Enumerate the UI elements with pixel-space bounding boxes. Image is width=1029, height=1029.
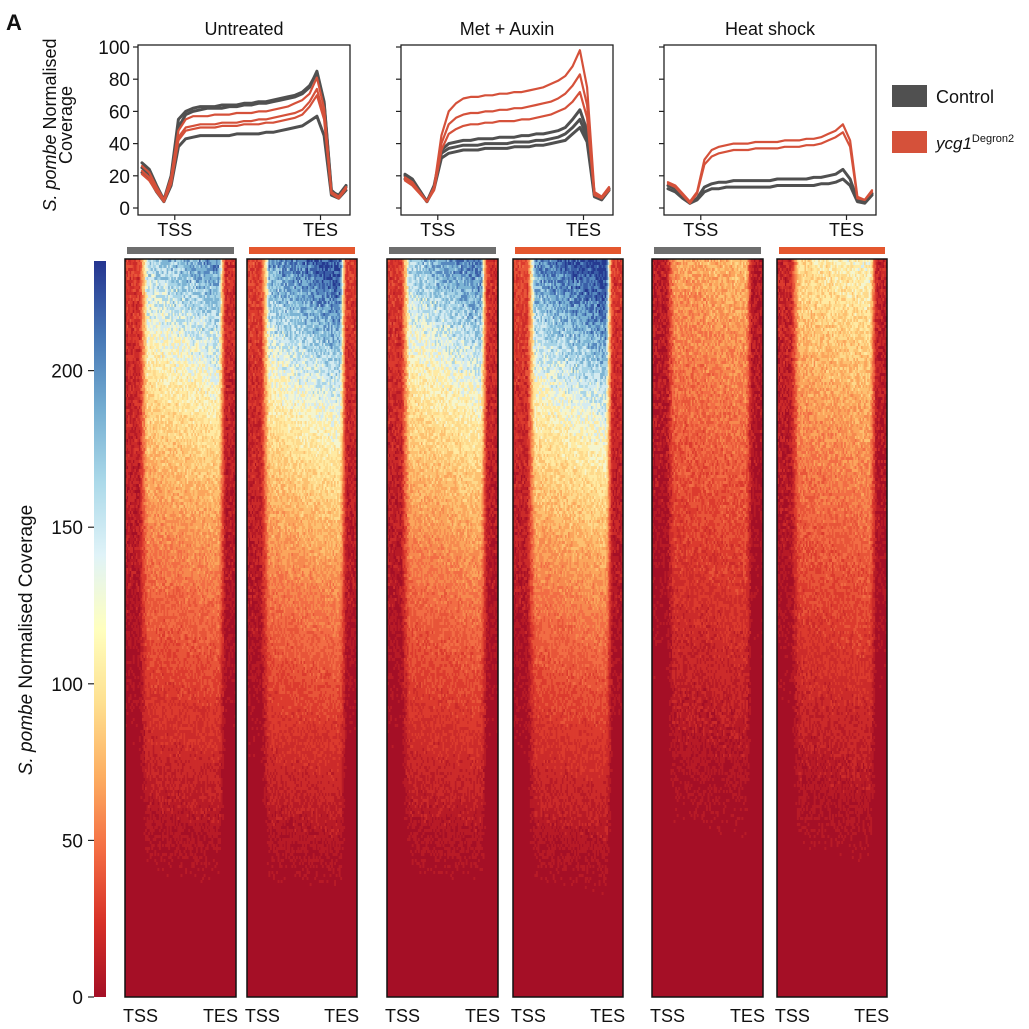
- colorbar-axis: 0 50 100 150 200: [51, 362, 94, 1009]
- legend: Control ycg1Degron2: [892, 85, 1014, 153]
- heatmaps: TSS TES TSS TES TSS TES TSS TES TSS TES TSS TES: [123, 247, 889, 1026]
- heatmap-ylabel-rest: Normalised Coverage: [16, 505, 37, 694]
- legend-label-control: Control: [936, 87, 994, 107]
- profile-plots: Untreated 0 20 40 60 80 100 TSS TES Met + Auxin TS…: [98, 19, 876, 240]
- profile-ytick-label: 80: [109, 70, 130, 91]
- colorbar-tick-label: 150: [51, 518, 83, 539]
- profile-line-treated: [405, 92, 609, 202]
- heatmap-ylabel: S. pombe Normalised Coverage: [16, 505, 37, 775]
- heatmap-ylabel-species: S. pombe: [16, 694, 37, 775]
- profile-xtick-label: TSS: [157, 220, 192, 240]
- legend-treated-superscript: Degron2: [972, 133, 1014, 145]
- profile-ytick-label: 0: [119, 199, 130, 220]
- legend-label-treated: ycg1Degron2: [935, 133, 1014, 153]
- colorbar: [94, 261, 106, 997]
- legend-treated-gene: ycg1: [935, 134, 972, 153]
- profile-line-control: [405, 119, 609, 201]
- legend-swatch-control: [892, 85, 927, 107]
- profile-frame: [664, 45, 876, 215]
- profile-xtick-label: TSS: [420, 220, 455, 240]
- profile-ytick-label: 60: [109, 102, 130, 123]
- profile-title: Heat shock: [725, 19, 816, 39]
- heatmap-column: TSS TES: [123, 247, 238, 1026]
- legend-swatch-treated: [892, 131, 927, 153]
- heatmap-group-bar: [127, 247, 234, 254]
- colorbar-tick-label: 200: [51, 362, 83, 383]
- profile-panel: Met + Auxin TSS TES: [396, 19, 613, 240]
- profile-ytick-label: 20: [109, 167, 130, 188]
- profile-ylabel-line2: Coverage: [56, 86, 76, 164]
- profile-panel: Heat shock TSS TES: [659, 19, 876, 240]
- profile-xtick-label: TES: [829, 220, 864, 240]
- colorbar-tick-label: 0: [72, 988, 83, 1009]
- profile-ytick-label: 100: [98, 38, 130, 59]
- profile-line-treated: [142, 95, 346, 201]
- colorbar-tick-label: 100: [51, 675, 83, 696]
- profile-xtick-label: TES: [303, 220, 338, 240]
- profile-title: Met + Auxin: [460, 19, 555, 39]
- profile-xtick-label: TSS: [683, 220, 718, 240]
- colorbar-tick-label: 50: [62, 831, 83, 852]
- profile-xtick-label: TES: [566, 220, 601, 240]
- profile-ytick-label: 40: [109, 135, 130, 156]
- profile-title: Untreated: [204, 19, 283, 39]
- profile-panel: Untreated 0 20 40 60 80 100 TSS TES: [98, 19, 350, 240]
- panel-letter: A: [6, 10, 22, 35]
